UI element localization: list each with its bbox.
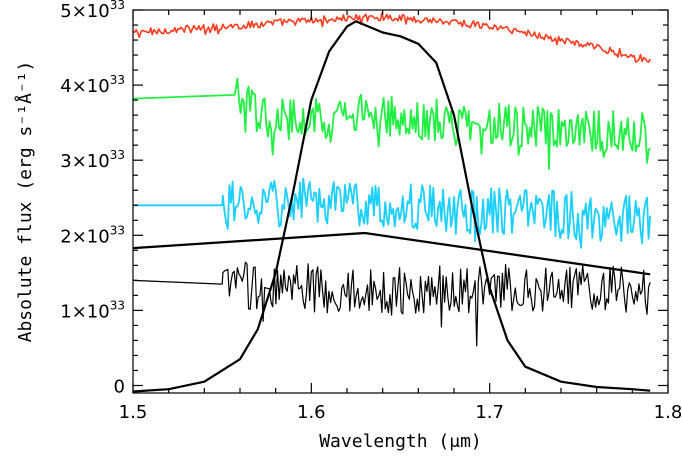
series-line-4 <box>132 231 651 276</box>
series-line-2 <box>133 177 652 249</box>
y-tick-label: 1×1033 <box>60 298 125 322</box>
plot-frame <box>132 9 669 394</box>
y-tick-label: 3×1033 <box>60 148 125 172</box>
series-layer <box>132 12 652 393</box>
tick-layer <box>132 9 669 393</box>
x-tick-label: 1.5 <box>119 402 148 423</box>
series-line-1 <box>132 77 651 170</box>
x-tick-labels: 1.5 1.6 1.7 1.8 <box>119 402 682 423</box>
x-tick-label: 1.6 <box>297 402 326 423</box>
y-axis-title: Absolute flux (erg s⁻¹Å⁻¹) <box>14 61 36 343</box>
series-line-3 <box>132 261 651 347</box>
series-line-5 <box>132 20 651 393</box>
x-tick-label: 1.7 <box>475 402 504 423</box>
y-tick-label: 2×1033 <box>60 223 125 247</box>
x-tick-label: 1.8 <box>654 402 682 423</box>
series-line-0 <box>132 12 651 63</box>
y-tick-label: 5×1033 <box>60 0 125 22</box>
x-axis-title: Wavelength (μm) <box>319 431 482 452</box>
y-tick-labels: 0 1×1033 2×1033 3×1033 4×1033 5×1033 <box>60 0 125 397</box>
y-tick-label: 4×1033 <box>60 73 125 97</box>
y-tick-label: 0 <box>114 376 125 397</box>
